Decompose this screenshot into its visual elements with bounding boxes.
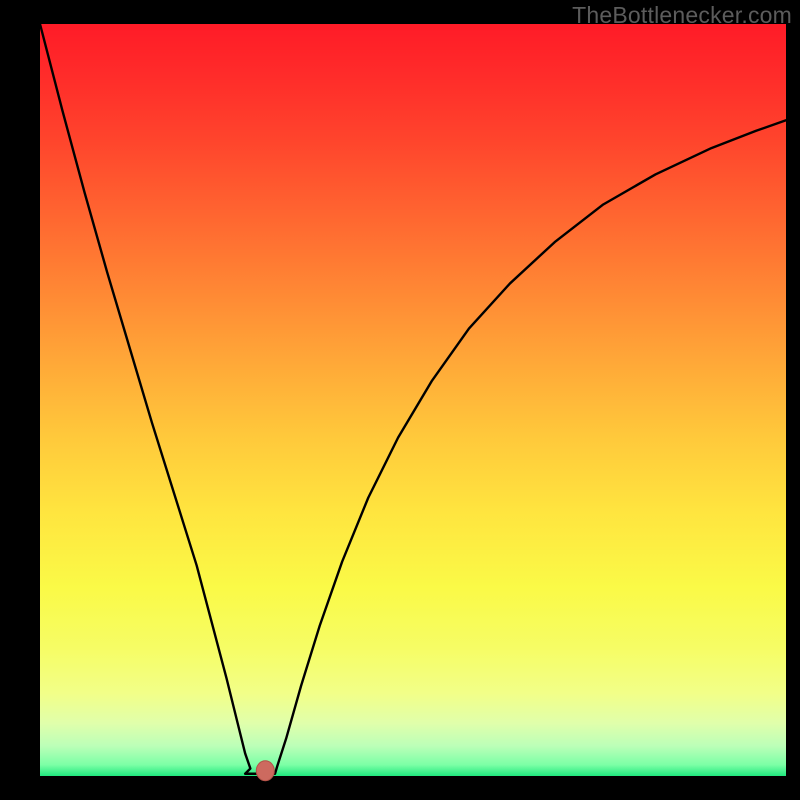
watermark-text: TheBottlenecker.com (572, 2, 792, 29)
chart-container: TheBottlenecker.com (0, 0, 800, 800)
plot-background (40, 24, 786, 776)
optimum-marker (256, 761, 274, 781)
chart-svg (0, 0, 800, 800)
